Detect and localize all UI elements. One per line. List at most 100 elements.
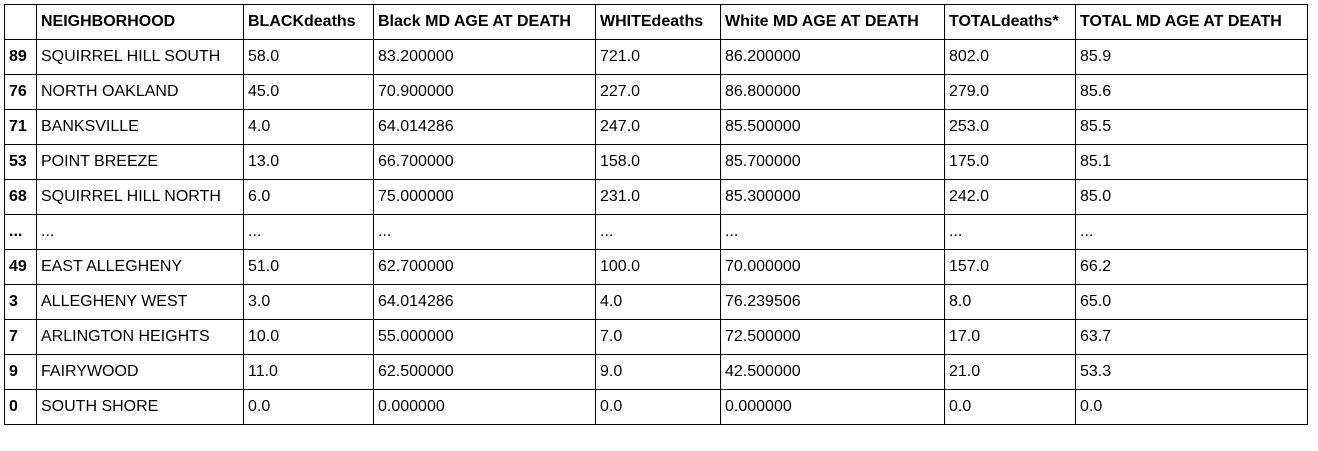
column-header-black-deaths: BLACKdeaths: [243, 4, 374, 40]
dataframe-table: NEIGHBORHOOD BLACKdeaths Black MD AGE AT…: [4, 4, 1308, 425]
column-header-neighborhood: NEIGHBORHOOD: [36, 4, 244, 40]
table-row: 89 SQUIRREL HILL SOUTH 58.0 83.200000 721.0 8…: [4, 39, 1308, 75]
row-index-cell: 7: [4, 319, 37, 355]
table-row: 9 FAIRYWOOD 11.0 62.500000 9.0 42.500000 21.0 5…: [4, 354, 1308, 390]
table-row: 49 EAST ALLEGHENY 51.0 62.700000 100.0 70.000…: [4, 249, 1308, 285]
white-md-age-cell: 85.700000: [720, 144, 945, 180]
total-deaths-cell: 0.0: [944, 389, 1076, 425]
dataframe-container: NEIGHBORHOOD BLACKdeaths Black MD AGE AT…: [4, 4, 1308, 425]
white-md-age-cell: 70.000000: [720, 249, 945, 285]
column-header-total-deaths: TOTALdeaths*: [944, 4, 1076, 40]
total-md-age-cell: 63.7: [1075, 319, 1308, 355]
index-header: [4, 4, 37, 40]
white-deaths-cell: 227.0: [595, 74, 721, 110]
neighborhood-cell: EAST ALLEGHENY: [36, 249, 244, 285]
table-row: 76 NORTH OAKLAND 45.0 70.900000 227.0 86.8000…: [4, 74, 1308, 110]
black-md-age-cell: 64.014286: [373, 109, 596, 145]
total-md-age-cell: 85.5: [1075, 109, 1308, 145]
table-row: 71 BANKSVILLE 4.0 64.014286 247.0 85.500000 25…: [4, 109, 1308, 145]
column-header-white-deaths: WHITEdeaths: [595, 4, 721, 40]
table-row: 68 SQUIRREL HILL NORTH 6.0 75.000000 231.0 85…: [4, 179, 1308, 215]
black-deaths-cell: 13.0: [243, 144, 374, 180]
neighborhood-cell: POINT BREEZE: [36, 144, 244, 180]
total-deaths-cell: 279.0: [944, 74, 1076, 110]
white-md-age-cell: 42.500000: [720, 354, 945, 390]
white-deaths-cell: ...: [595, 214, 721, 250]
total-deaths-cell: 802.0: [944, 39, 1076, 75]
total-md-age-cell: 0.0: [1075, 389, 1308, 425]
white-md-age-cell: 86.800000: [720, 74, 945, 110]
total-md-age-cell: 85.1: [1075, 144, 1308, 180]
black-md-age-cell: 62.500000: [373, 354, 596, 390]
total-md-age-cell: 65.0: [1075, 284, 1308, 320]
neighborhood-cell: SQUIRREL HILL SOUTH: [36, 39, 244, 75]
black-md-age-cell: 0.000000: [373, 389, 596, 425]
total-md-age-cell: 85.6: [1075, 74, 1308, 110]
neighborhood-cell: ALLEGHENY WEST: [36, 284, 244, 320]
black-md-age-cell: 55.000000: [373, 319, 596, 355]
total-deaths-cell: 17.0: [944, 319, 1076, 355]
white-deaths-cell: 100.0: [595, 249, 721, 285]
neighborhood-cell: NORTH OAKLAND: [36, 74, 244, 110]
neighborhood-cell: FAIRYWOOD: [36, 354, 244, 390]
black-deaths-cell: 11.0: [243, 354, 374, 390]
black-md-age-cell: 70.900000: [373, 74, 596, 110]
row-index-cell: 89: [4, 39, 37, 75]
black-md-age-cell: ...: [373, 214, 596, 250]
white-md-age-cell: ...: [720, 214, 945, 250]
white-deaths-cell: 4.0: [595, 284, 721, 320]
row-index-cell: 0: [4, 389, 37, 425]
white-deaths-cell: 247.0: [595, 109, 721, 145]
white-deaths-cell: 721.0: [595, 39, 721, 75]
black-deaths-cell: 3.0: [243, 284, 374, 320]
row-index-cell: 68: [4, 179, 37, 215]
total-deaths-cell: ...: [944, 214, 1076, 250]
row-index-cell: 76: [4, 74, 37, 110]
row-index-cell: 49: [4, 249, 37, 285]
table-row: 7 ARLINGTON HEIGHTS 10.0 55.000000 7.0 72.500…: [4, 319, 1308, 355]
white-md-age-cell: 76.239506: [720, 284, 945, 320]
white-deaths-cell: 0.0: [595, 389, 721, 425]
black-md-age-cell: 75.000000: [373, 179, 596, 215]
black-md-age-cell: 62.700000: [373, 249, 596, 285]
neighborhood-cell: ARLINGTON HEIGHTS: [36, 319, 244, 355]
total-deaths-cell: 8.0: [944, 284, 1076, 320]
black-deaths-cell: 10.0: [243, 319, 374, 355]
black-deaths-cell: 45.0: [243, 74, 374, 110]
total-md-age-cell: 85.9: [1075, 39, 1308, 75]
row-index-cell: 53: [4, 144, 37, 180]
neighborhood-cell: SQUIRREL HILL NORTH: [36, 179, 244, 215]
black-md-age-cell: 83.200000: [373, 39, 596, 75]
white-deaths-cell: 231.0: [595, 179, 721, 215]
column-header-total-md-age: TOTAL MD AGE AT DEATH: [1075, 4, 1308, 40]
total-deaths-cell: 157.0: [944, 249, 1076, 285]
row-index-cell: 9: [4, 354, 37, 390]
white-md-age-cell: 85.300000: [720, 179, 945, 215]
column-header-black-md-age: Black MD AGE AT DEATH: [373, 4, 596, 40]
table-row: 3 ALLEGHENY WEST 3.0 64.014286 4.0 76.239506 8…: [4, 284, 1308, 320]
black-deaths-cell: 0.0: [243, 389, 374, 425]
black-md-age-cell: 66.700000: [373, 144, 596, 180]
row-index-cell: 71: [4, 109, 37, 145]
neighborhood-cell: SOUTH SHORE: [36, 389, 244, 425]
total-deaths-cell: 242.0: [944, 179, 1076, 215]
table-row: ........................: [4, 214, 1308, 250]
total-md-age-cell: 53.3: [1075, 354, 1308, 390]
table-row: 53 POINT BREEZE 13.0 66.700000 158.0 85.70000…: [4, 144, 1308, 180]
column-header-white-md-age: White MD AGE AT DEATH: [720, 4, 945, 40]
white-deaths-cell: 7.0: [595, 319, 721, 355]
black-deaths-cell: 6.0: [243, 179, 374, 215]
neighborhood-cell: BANKSVILLE: [36, 109, 244, 145]
total-deaths-cell: 175.0: [944, 144, 1076, 180]
white-deaths-cell: 158.0: [595, 144, 721, 180]
white-md-age-cell: 72.500000: [720, 319, 945, 355]
total-md-age-cell: ...: [1075, 214, 1308, 250]
white-md-age-cell: 85.500000: [720, 109, 945, 145]
row-index-cell: 3: [4, 284, 37, 320]
total-deaths-cell: 21.0: [944, 354, 1076, 390]
black-deaths-cell: 51.0: [243, 249, 374, 285]
black-deaths-cell: 58.0: [243, 39, 374, 75]
header-row: NEIGHBORHOOD BLACKdeaths Black MD AGE AT…: [4, 4, 1308, 40]
table-row: 0 SOUTH SHORE 0.0 0.000000 0.0 0.000000 0.0 0.0: [4, 389, 1308, 425]
total-md-age-cell: 85.0: [1075, 179, 1308, 215]
